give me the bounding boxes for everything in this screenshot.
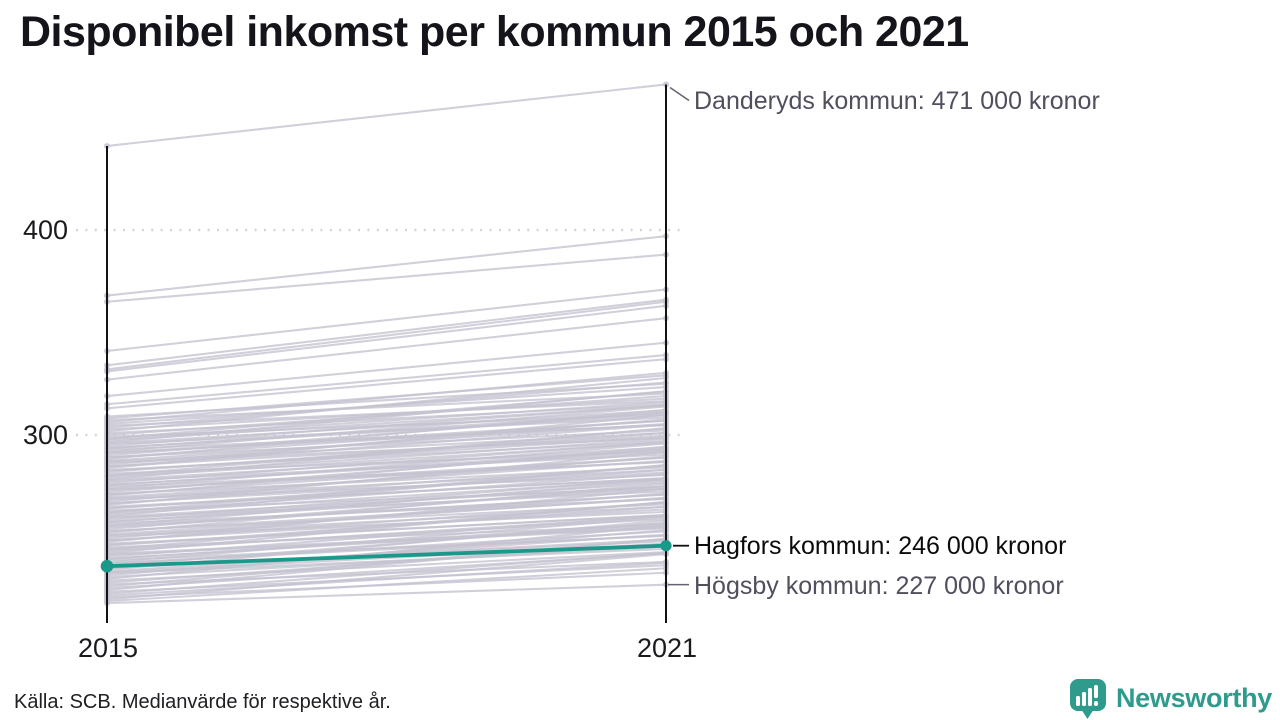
newsworthy-logo: Newsworthy [1068,677,1272,720]
newsworthy-logo-text: Newsworthy [1115,683,1272,713]
y-axis-tick-400: 400 [22,215,68,245]
annotation-hagfors: Hagfors kommun: 246 000 kronor [694,532,1067,560]
x-axis-label-2021: 2021 [636,633,698,663]
y-axis-tick-300: 300 [22,420,68,450]
chart-title: Disponibel inkomst per kommun 2015 och 2… [20,8,969,56]
annotation-hogsby: Högsby kommun: 227 000 kronor [694,572,1064,600]
newsworthy-chart-bubble-icon [1069,679,1106,719]
annotation-danderyd: Danderyds kommun: 471 000 kronor [694,87,1100,115]
source-note: Källa: SCB. Medianvärde för respektive å… [14,691,391,713]
x-axis-label-2015: 2015 [77,633,139,663]
